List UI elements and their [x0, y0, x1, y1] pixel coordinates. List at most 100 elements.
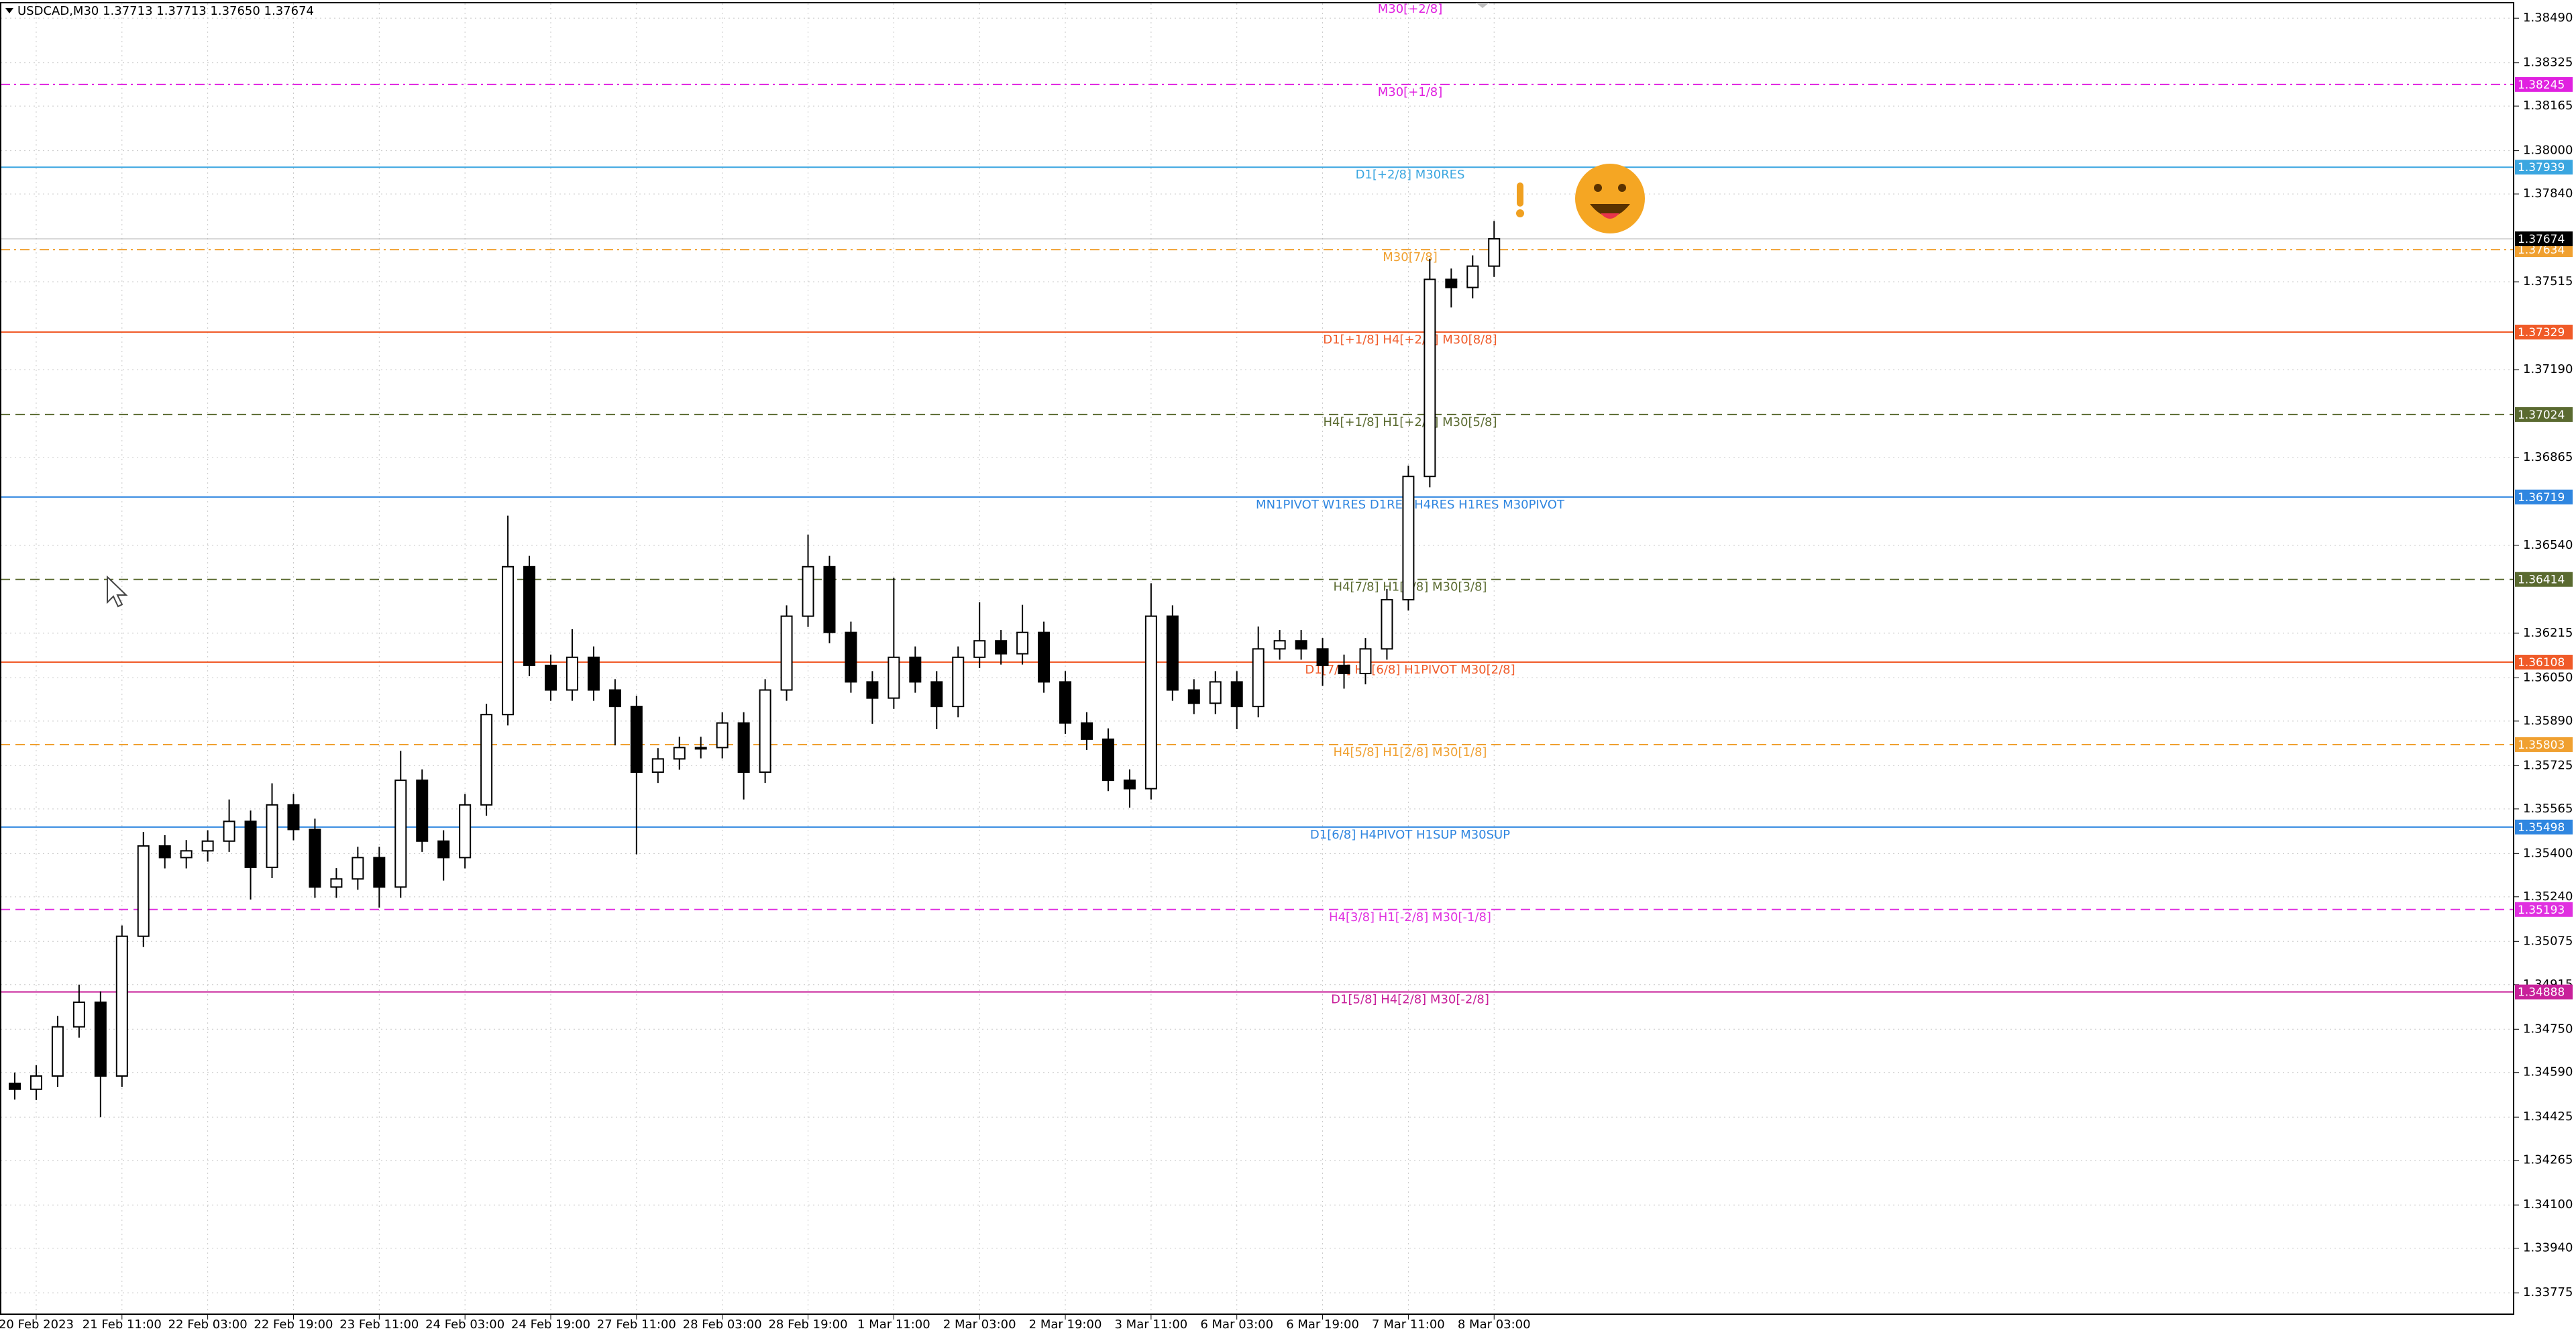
x-tick-label: 2 Mar 03:00 — [943, 1318, 1016, 1332]
y-tick-label: 1.35240 — [2523, 890, 2573, 904]
candle-body — [651, 758, 664, 773]
y-tick-label: 1.35565 — [2523, 802, 2573, 816]
candle-body — [480, 714, 493, 806]
price-box-label: 1.38245 — [2518, 78, 2565, 92]
y-tick-label: 1.34590 — [2523, 1065, 2573, 1079]
price-box-label: 1.36108 — [2518, 656, 2565, 670]
y-tick-label: 1.36215 — [2523, 626, 2573, 640]
price-box — [2515, 325, 2573, 340]
level-label: D1[7/8] H4[6/8] H1PIVOT M30[2/8] — [1305, 663, 1515, 677]
price-box — [2515, 819, 2573, 835]
smiley-icon — [1575, 164, 1645, 233]
candle-body — [608, 689, 621, 708]
candle-body — [309, 828, 321, 888]
candle-body — [1166, 615, 1179, 691]
mouse-cursor — [107, 575, 128, 608]
candles — [9, 221, 1501, 1118]
candle-body — [1295, 640, 1307, 650]
candle-body — [930, 681, 943, 708]
price-box — [2515, 489, 2573, 504]
y-tick-label: 1.38165 — [2523, 99, 2573, 113]
x-tick-label: 27 Feb 11:00 — [597, 1318, 676, 1332]
x-tick-label: 7 Mar 11:00 — [1372, 1318, 1445, 1332]
candle-body — [1230, 681, 1243, 708]
candle-body — [1273, 640, 1286, 650]
price-box-label: 1.37024 — [2518, 409, 2565, 422]
candle-body — [244, 820, 257, 868]
y-tick-label: 1.34425 — [2523, 1110, 2573, 1124]
candle-body — [9, 1082, 21, 1090]
candle-body — [1016, 631, 1029, 655]
candle-body — [566, 656, 578, 691]
chart-shift-marker — [1476, 3, 1489, 8]
candle-body — [1359, 648, 1372, 674]
candle-body — [673, 747, 686, 760]
y-tick-label: 1.36050 — [2523, 670, 2573, 684]
candle-body — [266, 804, 278, 868]
candle-body — [416, 780, 429, 842]
candle-body — [437, 840, 450, 859]
smiley-face — [1575, 164, 1645, 233]
price-box — [2515, 984, 2573, 1000]
candle-body — [909, 656, 922, 683]
candle-body — [995, 640, 1008, 655]
candle-body — [1338, 664, 1350, 674]
symbol-menu-arrow[interactable] — [5, 8, 13, 13]
price-box — [2515, 160, 2573, 175]
candle-body — [330, 878, 343, 888]
price-box-label: 1.36719 — [2518, 491, 2565, 504]
candle-body — [1402, 476, 1415, 600]
candle-body — [802, 566, 814, 617]
candle-body — [502, 566, 515, 716]
level-label: H4[+1/8] H1[+2/8] M30[5/8] — [1323, 415, 1497, 429]
price-box-label: 1.35193 — [2518, 904, 2565, 917]
candle-body — [1488, 237, 1501, 267]
y-tick-label: 1.33775 — [2523, 1285, 2573, 1299]
header: USDCAD,M30 1.37713 1.37713 1.37650 1.376… — [17, 4, 314, 18]
current-price-box — [2515, 231, 2573, 246]
candle-body — [973, 640, 986, 658]
candle-body — [780, 615, 793, 691]
candle-body — [30, 1075, 42, 1090]
candle-body — [823, 566, 836, 633]
x-tick-label: 6 Mar 19:00 — [1286, 1318, 1359, 1332]
candle-body — [1144, 615, 1157, 790]
y-tick-label: 1.34100 — [2523, 1197, 2573, 1212]
y-tick-label: 1.38325 — [2523, 56, 2573, 70]
level-label: H4[5/8] H1[2/8] M30[1/8] — [1334, 745, 1487, 759]
smiley-eye — [1618, 184, 1626, 192]
level-label: D1[+2/8] M30RES — [1356, 168, 1465, 182]
candle-body — [866, 681, 879, 699]
level-label: D1[6/8] H4PIVOT H1SUP M30SUP — [1310, 828, 1510, 842]
level-label: M30[+2/8] — [1378, 2, 1443, 16]
candle-body — [1059, 681, 1072, 724]
candle-body — [587, 656, 600, 691]
smiley-tongue — [1601, 213, 1619, 219]
alert-bar — [1517, 182, 1523, 207]
candle-body — [716, 722, 729, 749]
candle-body — [287, 804, 300, 831]
level-label: M30[+1/8] — [1378, 85, 1443, 99]
y-tick-label: 1.33940 — [2523, 1241, 2573, 1255]
y-tick-label: 1.34265 — [2523, 1153, 2573, 1167]
candle-body — [1081, 722, 1093, 740]
candle-body — [115, 935, 128, 1077]
level-label: D1[+1/8] H4[+2/8] M30[8/8] — [1323, 333, 1497, 347]
price-box-label: 1.35803 — [2518, 739, 2565, 752]
x-tick-label: 22 Feb 19:00 — [254, 1318, 333, 1332]
axes: 1.38490 1.38325 1.38165 1.38000 1.37840 1.375… — [0, 11, 2573, 1332]
x-tick-label: 1 Mar 11:00 — [857, 1318, 930, 1332]
candle-body — [630, 706, 643, 773]
candle-body — [137, 845, 150, 937]
level-label: D1[5/8] H4[2/8] M30[-2/8] — [1331, 993, 1489, 1007]
candle-body — [694, 747, 707, 750]
price-box-label: 1.37634 — [2518, 244, 2565, 257]
level-label: M30[7/8] — [1383, 250, 1437, 264]
price-box-label: 1.35498 — [2518, 821, 2565, 835]
x-tick-label: 28 Feb 03:00 — [683, 1318, 762, 1332]
x-tick-label: 24 Feb 19:00 — [511, 1318, 590, 1332]
candle-body — [1187, 689, 1200, 704]
candle-body — [1381, 598, 1393, 650]
candle-body — [545, 664, 557, 691]
